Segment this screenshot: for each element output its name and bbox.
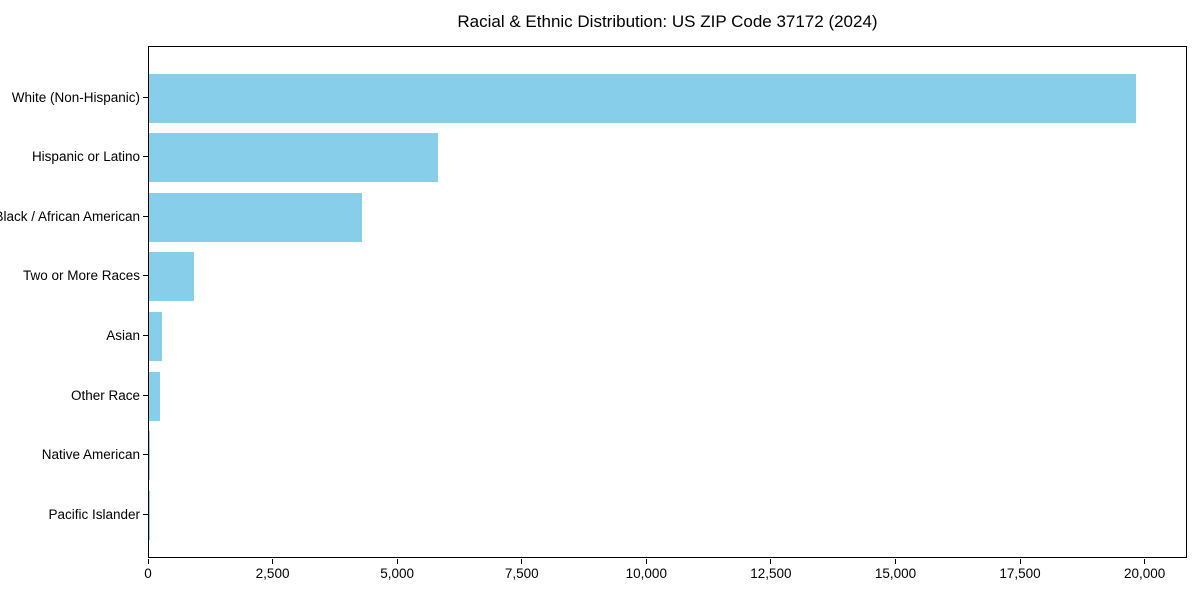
bar-native-american	[149, 431, 151, 481]
x-tick-label: 5,000	[380, 566, 415, 581]
x-tick-mark	[147, 559, 149, 564]
y-tick-label: Black / African American	[0, 208, 140, 224]
y-tick-label: Pacific Islander	[48, 506, 140, 522]
x-tick-label: 17,500	[999, 566, 1041, 581]
x-tick-label: 2,500	[255, 566, 290, 581]
bar-white-non-hispanic	[149, 73, 1136, 123]
x-tick-label: 0	[144, 566, 152, 581]
plot-area	[148, 46, 1187, 558]
x-tick-mark	[645, 559, 647, 564]
y-tick-mark	[143, 334, 148, 336]
x-tick-mark	[272, 559, 274, 564]
x-tick-mark	[396, 559, 398, 564]
y-tick-mark	[143, 513, 148, 515]
x-tick-label: 12,500	[750, 566, 792, 581]
y-tick-label: Hispanic or Latino	[31, 149, 140, 165]
x-tick-mark	[770, 559, 772, 564]
y-tick-label: Asian	[106, 327, 140, 343]
bar-other-race	[149, 371, 160, 421]
bar-asian	[149, 311, 162, 361]
bar-pacific-islander	[149, 490, 150, 540]
y-tick-mark	[143, 394, 148, 396]
y-tick-label: White (Non-Hispanic)	[11, 89, 140, 105]
y-tick-mark	[143, 454, 148, 456]
x-tick-label: 7,500	[504, 566, 539, 581]
x-tick-label: 20,000	[1123, 566, 1166, 581]
x-tick-mark	[521, 559, 523, 564]
y-tick-label: Two or More Races	[22, 268, 140, 284]
y-tick-mark	[143, 215, 148, 217]
x-tick-label: 10,000	[625, 566, 667, 581]
y-tick-label: Other Race	[70, 387, 140, 403]
bar-black-african-american	[149, 192, 363, 242]
y-tick-mark	[143, 275, 148, 277]
y-tick-label: Native American	[41, 447, 140, 463]
x-tick-mark	[1019, 559, 1021, 564]
y-tick-mark	[143, 96, 148, 98]
bar-hispanic-or-latino	[149, 133, 439, 183]
y-tick-mark	[143, 156, 148, 158]
x-tick-label: 15,000	[874, 566, 917, 581]
bar-two-or-more-races	[149, 252, 195, 302]
x-tick-mark	[1144, 559, 1146, 564]
x-tick-mark	[894, 559, 896, 564]
chart-title: Racial & Ethnic Distribution: US ZIP Cod…	[457, 12, 878, 31]
